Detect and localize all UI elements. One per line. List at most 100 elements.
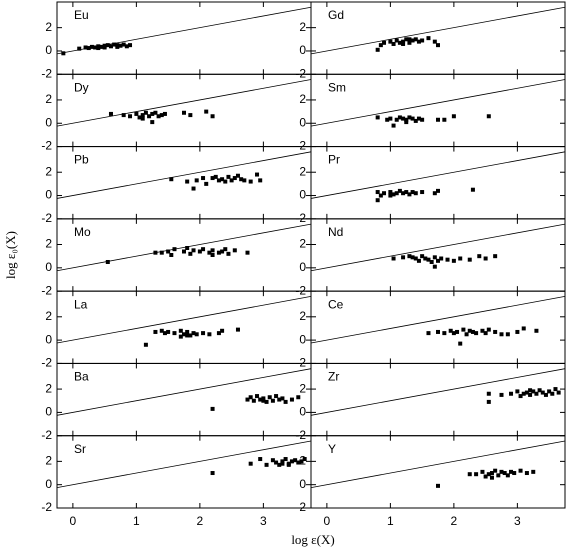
- point: [210, 248, 215, 253]
- reference-line: [56, 151, 312, 199]
- y-tick-label: 0: [299, 115, 306, 129]
- point: [505, 332, 510, 337]
- reference-line: [310, 79, 566, 127]
- point: [467, 257, 472, 262]
- point: [499, 392, 504, 397]
- point: [486, 114, 491, 119]
- point: [502, 471, 507, 476]
- point: [375, 198, 380, 203]
- x-tick-label: 3: [260, 514, 267, 528]
- point: [169, 253, 174, 257]
- point: [448, 328, 453, 333]
- point: [413, 37, 418, 42]
- point: [486, 472, 491, 477]
- point: [432, 255, 437, 260]
- point: [410, 190, 415, 195]
- point: [505, 473, 510, 478]
- y-tick-label: 0: [45, 188, 52, 202]
- point: [264, 399, 269, 404]
- y-tick-label: -2: [41, 283, 52, 297]
- point: [245, 397, 250, 402]
- point: [185, 333, 190, 338]
- point: [404, 37, 409, 42]
- point: [480, 328, 485, 333]
- point: [210, 253, 215, 257]
- point: [153, 250, 158, 255]
- reference-line: [56, 79, 312, 127]
- point: [401, 39, 406, 44]
- point: [153, 329, 158, 334]
- point: [267, 395, 272, 400]
- point: [436, 329, 440, 334]
- point: [251, 398, 256, 403]
- point: [451, 331, 456, 336]
- point: [220, 249, 225, 254]
- point: [226, 251, 231, 256]
- point: [474, 331, 479, 336]
- point: [223, 247, 228, 252]
- point: [489, 475, 494, 480]
- point: [213, 174, 218, 179]
- point: [147, 114, 152, 119]
- point: [299, 459, 304, 464]
- point: [204, 181, 209, 186]
- y-tick-label: -2: [41, 428, 52, 442]
- y-tick-label: -2: [295, 428, 306, 442]
- point: [432, 264, 437, 269]
- point: [178, 334, 183, 339]
- x-tick-label: 2: [451, 514, 458, 528]
- point: [401, 41, 406, 46]
- point: [416, 258, 421, 263]
- point: [182, 110, 186, 115]
- point: [420, 190, 425, 195]
- point: [182, 332, 186, 337]
- point: [261, 398, 266, 403]
- panel-label: Sm: [328, 80, 346, 94]
- y-tick-label: 2: [45, 237, 52, 251]
- point: [521, 391, 526, 396]
- point: [426, 331, 431, 336]
- point: [493, 468, 498, 473]
- point: [528, 388, 533, 393]
- point: [401, 191, 406, 196]
- point: [518, 394, 523, 399]
- point: [201, 176, 206, 181]
- point: [493, 254, 498, 259]
- y-tick-label: -2: [41, 356, 52, 370]
- point: [420, 117, 425, 122]
- point: [518, 468, 523, 473]
- point: [283, 457, 288, 462]
- point: [162, 111, 167, 116]
- point: [556, 390, 561, 395]
- x-axis-label: log ε(X): [291, 532, 334, 547]
- point: [451, 258, 456, 263]
- point: [397, 115, 402, 120]
- y-tick-label: 0: [299, 260, 306, 274]
- point: [483, 474, 488, 479]
- panel-label: Nd: [328, 225, 343, 239]
- point: [166, 329, 171, 334]
- point: [426, 257, 431, 262]
- point: [540, 390, 545, 395]
- point: [436, 483, 440, 488]
- point: [483, 256, 488, 261]
- point: [499, 469, 504, 474]
- y-tick-label: -2: [295, 356, 306, 370]
- point: [483, 331, 488, 336]
- point: [410, 38, 415, 43]
- point: [509, 391, 514, 396]
- point: [191, 186, 196, 191]
- point: [378, 43, 383, 48]
- point: [534, 391, 539, 396]
- point: [239, 177, 244, 182]
- point: [169, 177, 174, 182]
- point: [289, 397, 294, 402]
- point: [432, 39, 437, 44]
- x-tick-label: 2: [197, 514, 204, 528]
- panel-label: Pr: [328, 153, 340, 167]
- reference-line: [310, 151, 566, 199]
- point: [188, 333, 193, 338]
- panel-label: Mo: [74, 225, 91, 239]
- point: [121, 42, 126, 47]
